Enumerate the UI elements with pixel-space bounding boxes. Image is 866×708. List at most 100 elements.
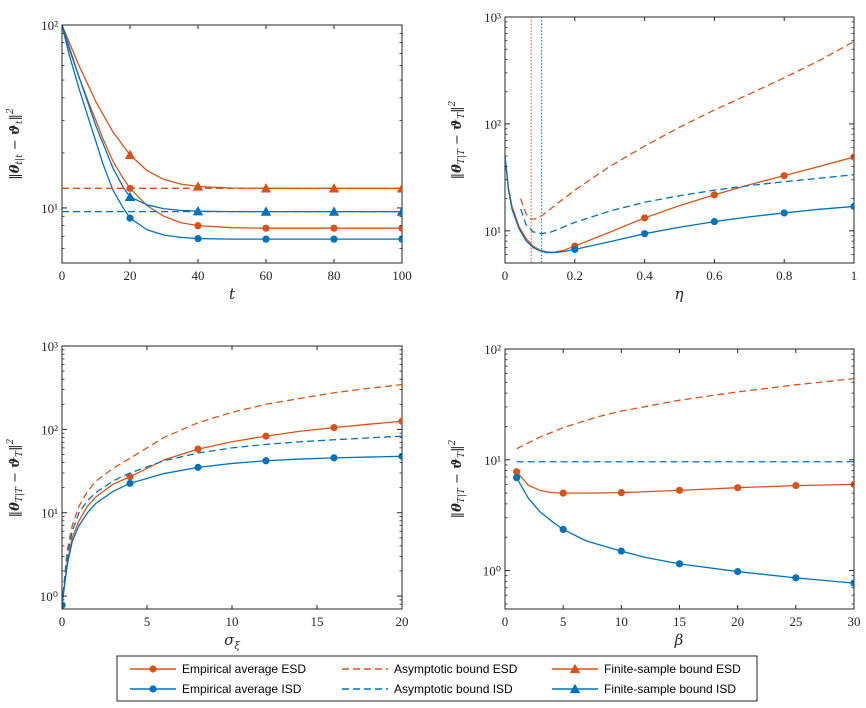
y-tick-label: 10² (484, 117, 501, 132)
panel-eta: 0 0.2 0.4 0.6 0.8 1 10¹ 10² 10³ η ‖θT|T − ϑT‖2 (448, 10, 857, 303)
data-point (792, 574, 800, 582)
x-tick-label: 0 (59, 268, 66, 283)
y-tick-label: 10¹ (41, 201, 58, 216)
data-point (262, 235, 270, 243)
series-line (505, 156, 854, 253)
legend-entry: Empirical average ESD (130, 662, 306, 676)
x-tick-label: 30 (848, 614, 861, 629)
data-point (675, 560, 684, 568)
y-axis-label-beta: ‖θT|T − ϑT‖2 (448, 439, 467, 518)
y-tick-label: 10¹ (484, 453, 501, 468)
data-point (262, 432, 270, 440)
x-axis-label-beta: β (674, 631, 684, 649)
ticks-sigma: 0 5 10 15 20 10⁰ 10¹ 10² 10³ (40, 339, 409, 629)
series-line (62, 25, 402, 240)
data-point (328, 183, 340, 193)
data-point (262, 224, 270, 232)
data-point (396, 206, 402, 216)
series-line (516, 471, 854, 494)
y-tick-label: 10⁰ (483, 564, 501, 579)
marks-eta (505, 17, 854, 263)
y-tick-label: 10¹ (41, 506, 58, 521)
x-tick-label: 15 (673, 614, 686, 629)
series-line (520, 40, 854, 221)
data-point (850, 202, 854, 211)
data-point (126, 214, 134, 222)
x-tick-label: 0.4 (636, 268, 653, 283)
data-point (330, 454, 338, 462)
data-point (192, 205, 204, 216)
series-line (505, 156, 854, 254)
plot-area-sigma (61, 345, 403, 610)
legend-entry: Finite-sample bound ISD (552, 682, 736, 696)
data-point (559, 525, 567, 534)
legend-label: Empirical average ISD (182, 682, 302, 696)
series-line (62, 435, 402, 606)
series-line (62, 455, 402, 606)
x-tick-label: 5 (560, 614, 567, 629)
y-axis-label-sigma: ‖θT|T − ϑT‖2 (6, 438, 25, 517)
y-tick-label: 10² (484, 342, 501, 357)
x-tick-label: 0.8 (776, 268, 792, 283)
data-point (641, 230, 649, 238)
series-line (62, 383, 402, 606)
y-axis-label-eta: ‖θT|T − ϑT‖2 (448, 100, 467, 179)
y-tick-label: 10³ (41, 339, 58, 354)
legend-entry: Finite-sample bound ESD (552, 662, 741, 676)
data-point (734, 484, 742, 492)
legend-marker (569, 663, 581, 674)
legend-marker (569, 683, 581, 694)
x-tick-label: 20 (124, 268, 137, 283)
data-point (262, 457, 270, 465)
data-point (330, 235, 338, 243)
x-tick-label: 1 (851, 268, 858, 283)
legend-label: Empirical average ESD (182, 662, 306, 676)
legend: Empirical average ESD Asymptotic bound ES… (116, 655, 758, 702)
marks-beta (513, 378, 854, 587)
y-tick-label: 10⁰ (40, 589, 58, 604)
x-tick-label: 10 (615, 614, 628, 629)
data-point (126, 473, 134, 481)
series-line (516, 477, 854, 584)
marks-t (62, 25, 402, 243)
data-point (124, 191, 136, 201)
data-point (194, 445, 202, 453)
y-tick-label: 10¹ (484, 224, 501, 239)
data-point (792, 481, 800, 490)
x-tick-label: 10 (226, 614, 239, 629)
data-point (513, 468, 521, 476)
y-axis-label-t: ‖θt|t − ϑt‖2 (6, 108, 25, 180)
data-point (617, 489, 625, 497)
series-line (62, 25, 402, 229)
data-point (850, 579, 854, 587)
data-point (571, 245, 579, 254)
data-point (675, 486, 684, 494)
data-point (734, 567, 742, 576)
x-axis-label-sigma: σξ (224, 631, 240, 652)
legend-box (116, 655, 758, 702)
plot-area-beta (504, 348, 855, 610)
x-tick-label: 60 (260, 268, 273, 283)
legend-marker (149, 685, 157, 693)
legend-entry: Asymptotic bound ESD (342, 662, 518, 676)
x-axis-label-t: t (229, 285, 236, 303)
ticks-eta: 0 0.2 0.4 0.6 0.8 1 10¹ 10² 10³ (484, 10, 857, 283)
legend-items: Empirical average ESD Asymptotic bound ES… (130, 662, 741, 696)
x-tick-label: 0 (59, 614, 66, 629)
plot-area-eta (504, 16, 855, 264)
data-point (194, 234, 202, 243)
legend-label: Asymptotic bound ISD (394, 682, 513, 696)
x-tick-label: 20 (396, 614, 409, 629)
x-tick-label: 40 (192, 268, 205, 283)
x-axis-label-eta: η (675, 285, 684, 303)
data-point (398, 452, 402, 460)
data-point (513, 474, 521, 482)
x-tick-label: 0.6 (706, 268, 723, 283)
ticks-beta: 0 5 10 15 20 25 30 10⁰ 10¹ 10² (483, 342, 861, 629)
data-point (780, 209, 788, 217)
legend-label: Finite-sample bound ESD (604, 662, 741, 676)
data-point (398, 224, 402, 232)
legend-entry: Asymptotic bound ISD (342, 682, 513, 696)
data-point (780, 172, 788, 180)
